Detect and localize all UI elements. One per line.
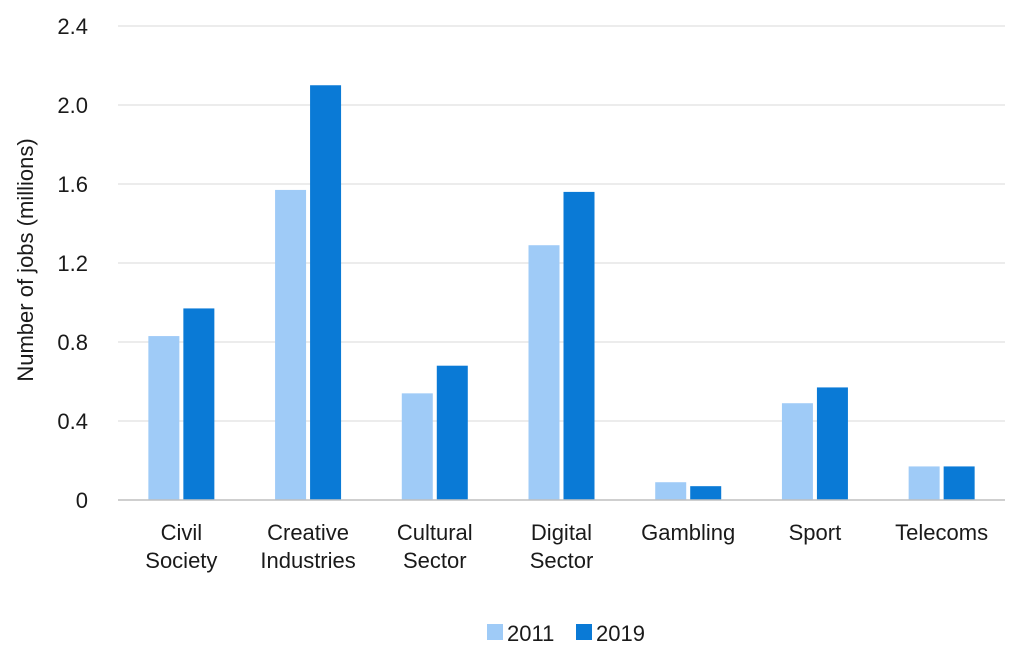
x-category-label-line: Cultural: [397, 520, 473, 545]
y-tick-label: 2.0: [57, 93, 88, 118]
y-tick-label: 1.2: [57, 251, 88, 276]
category-labels: Civil Society Creative Industries Cultural Se…: [145, 520, 988, 573]
bar-2011-gambling: [655, 482, 687, 500]
bar-2011-civil-society: [148, 336, 180, 500]
x-category-label-line: Sport: [789, 520, 842, 545]
legend-label-2019: 2019: [596, 621, 645, 646]
x-category-label: Gambling: [641, 520, 735, 545]
bar-2011-creative-industries: [275, 189, 307, 501]
gridlines: [118, 25, 1005, 422]
bar-2019-cultural-sector: [436, 365, 468, 500]
bar-2019-sport: [816, 387, 848, 500]
bars: [148, 85, 975, 501]
bar-2019-civil-society: [183, 308, 215, 500]
x-category-label-line: Society: [145, 548, 217, 573]
bar-2019-digital-sector: [563, 191, 595, 500]
legend-swatch-2019: [576, 624, 592, 640]
bar-2019-gambling: [690, 486, 722, 500]
x-category-label: Sport: [789, 520, 842, 545]
x-category-label-line: Sector: [403, 548, 467, 573]
y-tick-label: 0: [76, 488, 88, 513]
x-category-label-line: Gambling: [641, 520, 735, 545]
y-axis-ticks: 0 0.4 0.8 1.2 1.6 2.0 2.4: [57, 14, 88, 513]
x-category-label-line: Digital: [531, 520, 592, 545]
bar-2011-digital-sector: [528, 245, 560, 500]
bar-2011-telecoms: [908, 466, 940, 500]
x-category-label: Digital Sector: [530, 520, 594, 573]
y-tick-label: 0.4: [57, 409, 88, 434]
bar-2019-telecoms: [943, 466, 975, 500]
x-category-label: Civil Society: [145, 520, 217, 573]
legend-label-2011: 2011: [507, 621, 554, 646]
y-tick-label: 2.4: [57, 14, 88, 39]
bar-2011-sport: [781, 403, 813, 500]
x-category-label-line: Telecoms: [895, 520, 988, 545]
x-category-label-line: Industries: [260, 548, 355, 573]
y-tick-label: 0.8: [57, 330, 88, 355]
x-category-label: Cultural Sector: [397, 520, 473, 573]
x-category-label-line: Sector: [530, 548, 594, 573]
bar-2019-creative-industries: [310, 85, 342, 500]
x-category-label-line: Civil: [161, 520, 203, 545]
x-category-label: Telecoms: [895, 520, 988, 545]
legend-swatch-2011: [487, 624, 503, 640]
x-category-label-line: Creative: [267, 520, 349, 545]
x-category-label: Creative Industries: [260, 520, 355, 573]
legend: 2011 2019: [487, 621, 645, 646]
y-axis-title: Number of jobs (millions): [13, 138, 38, 381]
bar-2011-cultural-sector: [401, 393, 433, 500]
y-tick-label: 1.6: [57, 172, 88, 197]
